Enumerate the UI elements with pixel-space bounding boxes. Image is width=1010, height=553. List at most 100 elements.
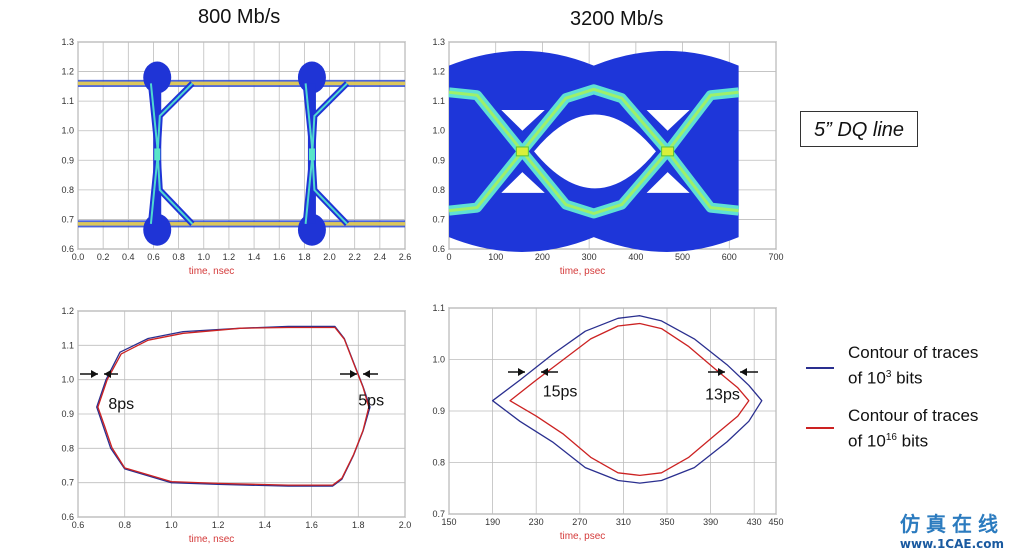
eye-800-ytick-label: 0.9 bbox=[61, 155, 74, 165]
eye-800-xtick-label: 2.6 bbox=[399, 252, 412, 262]
contour-800-ytick-label: 0.8 bbox=[61, 443, 74, 453]
eye-800-rail-high-core bbox=[78, 81, 405, 86]
eye-3200-xtick-label: 300 bbox=[582, 252, 597, 262]
eye-3200-band-core-1 bbox=[448, 90, 739, 215]
contour-3200-ytick-label: 0.9 bbox=[432, 406, 445, 416]
eye-800-edge-rise-core bbox=[149, 82, 194, 224]
eye-800-ytick-label: 1.3 bbox=[61, 37, 74, 47]
eye-800-xtick-label: 0.4 bbox=[122, 252, 135, 262]
contour-3200-xtick-label: 350 bbox=[659, 517, 674, 527]
contour-3200-series-2 bbox=[509, 322, 750, 477]
eye-800-ytick-label: 0.8 bbox=[61, 185, 74, 195]
eye-800-xtick-label: 0.6 bbox=[147, 252, 160, 262]
contour-3200-series-1 bbox=[491, 315, 763, 484]
contour-800-arrow-left-2-head bbox=[350, 370, 357, 378]
legend-swatch-2 bbox=[806, 427, 834, 429]
legend-item-1-line1: Contour of traces bbox=[848, 343, 979, 362]
eye-800-edge-fall-core bbox=[149, 83, 194, 225]
eye-3200-tri-bot-1 bbox=[501, 172, 545, 193]
eye-800-xtick-label: 1.4 bbox=[248, 252, 261, 262]
eye-800-xtick-label: 1.2 bbox=[223, 252, 236, 262]
eye-800-xtick-label: 0.2 bbox=[97, 252, 110, 262]
contour-800-xtick-label: 1.4 bbox=[259, 520, 272, 530]
contour-3200-xtick-label: 450 bbox=[768, 517, 783, 527]
legend-item-1-line2: of 103 bits bbox=[848, 368, 923, 388]
eye-3200-xtick-label: 700 bbox=[768, 252, 783, 262]
eye-3200-xtick-label: 200 bbox=[535, 252, 550, 262]
contour-3200-ytick-label: 1.0 bbox=[432, 355, 445, 365]
contour-800-ytick-label: 0.9 bbox=[61, 409, 74, 419]
eye-3200-ytick-label: 0.7 bbox=[432, 214, 445, 224]
contour-3200-annotation-2: 13ps bbox=[705, 386, 740, 403]
eye-3200-band-core-2 bbox=[448, 87, 739, 213]
eye-800-ytick-label: 1.1 bbox=[61, 96, 74, 106]
legend-item-2-line1: Contour of traces bbox=[848, 406, 979, 425]
eye-800-edge-rise-core bbox=[304, 82, 348, 224]
eye-800-xtick-label: 0.0 bbox=[72, 252, 85, 262]
contour-3200-xtick-label: 190 bbox=[485, 517, 500, 527]
eye-3200-ytick-label: 1.3 bbox=[432, 37, 445, 47]
contour-800-ytick-label: 0.6 bbox=[61, 512, 74, 522]
eye-3200-crossing-hotspot bbox=[661, 146, 675, 157]
eye-800-xtick-label: 2.0 bbox=[323, 252, 336, 262]
eye-800-xtick-label: 1.6 bbox=[273, 252, 286, 262]
watermark-cn: 仿真在线 bbox=[900, 512, 1004, 536]
eye-800-ytick-label: 0.7 bbox=[61, 214, 74, 224]
contour-3200-xtick-label: 270 bbox=[572, 517, 587, 527]
contour-800-series-2 bbox=[97, 326, 370, 486]
contour-3200-arrow-right-head bbox=[541, 368, 548, 376]
contour-800-annotation-1: 8ps bbox=[108, 396, 134, 413]
legend-swatch-1 bbox=[806, 367, 834, 369]
eye-3200-xtick-label: 500 bbox=[675, 252, 690, 262]
contour-800-xtick-label: 1.2 bbox=[212, 520, 225, 530]
eye-3200-xtick-label: 400 bbox=[628, 252, 643, 262]
eye-3200-xlabel: time, psec bbox=[560, 266, 606, 277]
contour-800-ytick-label: 1.2 bbox=[61, 306, 74, 316]
contour-800-annotation-2: 5ps bbox=[358, 393, 384, 410]
eye-800-xtick-label: 1.8 bbox=[298, 252, 311, 262]
title-800: 800 Mb/s bbox=[198, 6, 281, 28]
contour-800-frame bbox=[77, 310, 406, 518]
eye-800-xtick-label: 2.2 bbox=[348, 252, 361, 262]
eye-3200-xtick-label: 100 bbox=[488, 252, 503, 262]
contour-3200-xtick-label: 230 bbox=[529, 517, 544, 527]
eye-800-rail-low-core bbox=[78, 222, 405, 226]
eye-800-xlabel: time, nsec bbox=[189, 266, 235, 277]
eye-800-ytick-label: 1.0 bbox=[61, 126, 74, 136]
contour-800-xlabel: time, nsec bbox=[189, 534, 235, 545]
contour-3200-arrow-right-2-head bbox=[740, 368, 747, 376]
eye-800-frame bbox=[77, 41, 406, 250]
contour-3200-ytick-label: 0.8 bbox=[432, 458, 445, 468]
contour-3200-ytick-label: 0.7 bbox=[432, 509, 445, 519]
eye-3200-ytick-label: 1.2 bbox=[432, 67, 445, 77]
eye-3200-ytick-label: 0.6 bbox=[432, 244, 445, 254]
watermark-url: www.1CAE.com bbox=[899, 537, 1004, 551]
eye-800-edge-fall-core bbox=[304, 83, 348, 225]
contour-800-xtick-label: 0.6 bbox=[72, 520, 85, 530]
legend-item-1: Contour of traces of 103 bits bbox=[848, 342, 978, 390]
contour-800-xtick-label: 1.8 bbox=[352, 520, 365, 530]
contour-3200-annotation-1: 15ps bbox=[543, 384, 578, 401]
contour-3200-xtick-label: 310 bbox=[616, 517, 631, 527]
contour-800-ytick-label: 0.7 bbox=[61, 478, 74, 488]
contour-800-xtick-label: 0.8 bbox=[118, 520, 131, 530]
contour-800-series-1 bbox=[96, 325, 371, 487]
eye-3200-crossing-hotspot bbox=[515, 146, 529, 157]
contour-800-ytick-label: 1.1 bbox=[61, 340, 74, 350]
contour-3200-xtick-label: 390 bbox=[703, 517, 718, 527]
eye-800-xtick-label: 0.8 bbox=[172, 252, 185, 262]
contour-800-arrow-right-head bbox=[104, 370, 111, 378]
eye-800-plot-area bbox=[77, 41, 406, 250]
eye-800-ytick-label: 1.2 bbox=[61, 67, 74, 77]
contour-3200-frame bbox=[448, 307, 777, 515]
eye-3200-tri-top-1 bbox=[501, 110, 545, 131]
title-3200: 3200 Mb/s bbox=[570, 8, 664, 30]
eye-800-xtick-label: 2.4 bbox=[374, 252, 387, 262]
eye-3200-opening bbox=[534, 114, 656, 189]
contour-3200-arrow-left-head bbox=[518, 368, 525, 376]
contour-800-arrow-left-head bbox=[91, 370, 98, 378]
eye-3200-tri-bot-2 bbox=[646, 172, 690, 193]
contour-3200-xtick-label: 430 bbox=[747, 517, 762, 527]
contour-3200-xlabel: time, psec bbox=[560, 531, 606, 542]
